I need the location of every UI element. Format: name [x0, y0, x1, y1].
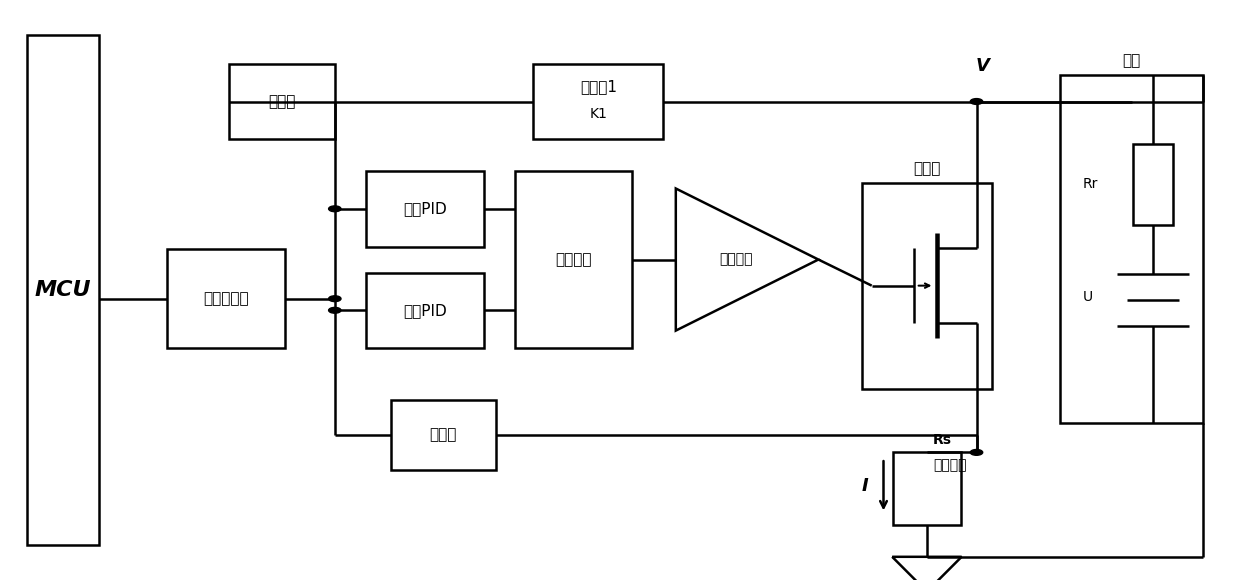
Text: I: I — [862, 477, 868, 495]
Bar — [27, 35, 99, 545]
Text: 反相器: 反相器 — [268, 94, 296, 109]
Bar — [391, 400, 496, 470]
Text: 功率管: 功率管 — [913, 161, 941, 176]
Text: 电源: 电源 — [1122, 53, 1141, 68]
Bar — [862, 183, 992, 389]
Text: 驱动电路: 驱动电路 — [719, 252, 753, 267]
Text: 数模转换器: 数模转换器 — [203, 291, 249, 306]
Circle shape — [970, 450, 982, 455]
Text: 采样电阻: 采样电阻 — [932, 458, 967, 472]
Bar — [533, 64, 663, 139]
Text: Rs: Rs — [932, 433, 952, 447]
Text: K1: K1 — [589, 107, 608, 121]
Text: MCU: MCU — [35, 280, 92, 300]
Text: U: U — [1083, 290, 1092, 304]
Circle shape — [329, 307, 341, 313]
Bar — [1133, 144, 1173, 225]
Bar — [366, 273, 484, 348]
Bar — [366, 171, 484, 246]
Text: 切换开关: 切换开关 — [556, 252, 591, 267]
Circle shape — [329, 296, 341, 302]
Bar — [229, 64, 335, 139]
Circle shape — [970, 99, 982, 104]
Text: 放大器: 放大器 — [429, 427, 458, 443]
Bar — [1060, 75, 1203, 423]
Bar — [893, 452, 961, 525]
Text: 电流PID: 电流PID — [403, 303, 446, 318]
Text: 衰减器1: 衰减器1 — [580, 79, 616, 95]
Bar — [167, 249, 285, 348]
Text: Rr: Rr — [1083, 177, 1097, 191]
Text: V: V — [976, 57, 990, 75]
Bar — [515, 171, 632, 348]
Text: 电压PID: 电压PID — [403, 201, 446, 216]
Circle shape — [329, 206, 341, 212]
